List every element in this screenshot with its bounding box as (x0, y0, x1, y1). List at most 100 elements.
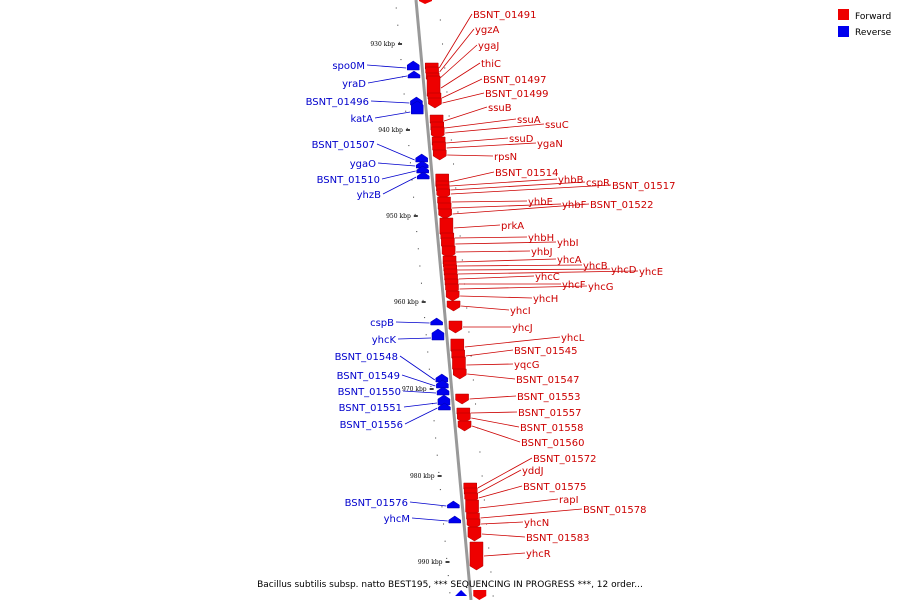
reverse-gene-kata[interactable]: katA (350, 100, 424, 125)
gene-label[interactable]: BSNT_01583 (526, 533, 589, 544)
gene-label[interactable]: BSNT_01499 (485, 89, 548, 100)
gene-label[interactable]: BSNT_01497 (483, 75, 546, 86)
gene-label[interactable]: yhbB (558, 175, 584, 186)
gene-label[interactable]: spo0M (332, 61, 365, 72)
gene-label[interactable]: yhcF (562, 280, 586, 291)
gene-label[interactable]: yhcB (583, 261, 608, 272)
gene-label[interactable]: BSNT_01510 (317, 175, 380, 186)
reverse-gene-spo0m[interactable]: spo0M (332, 60, 420, 72)
gene-arrow[interactable] (415, 153, 428, 163)
gene-label[interactable]: ygaN (537, 139, 563, 150)
forward-gene-bsnt-01522[interactable]: BSNT_01522 (438, 200, 654, 220)
gene-arrow[interactable] (448, 320, 463, 334)
forward-gene-bsnt-01578[interactable]: BSNT_01578 (466, 505, 646, 524)
gene-label[interactable]: yhbE (528, 197, 553, 208)
gene-label[interactable]: cspR (586, 178, 610, 189)
gene-label[interactable]: yhbH (528, 233, 554, 244)
gene-arrow[interactable] (415, 160, 429, 169)
gene-label[interactable]: ygaO (350, 159, 376, 170)
forward-gene-yhbj[interactable]: yhbJ (441, 245, 553, 259)
forward-gene-bsnt-01547[interactable]: BSNT_01547 (453, 368, 579, 386)
gene-arrow[interactable] (436, 379, 449, 389)
gene-label[interactable]: BSNT_01572 (533, 454, 596, 465)
reverse-gene-yhcm[interactable]: yhcM (384, 514, 462, 525)
gene-label[interactable]: yhcJ (512, 323, 533, 334)
forward-gene-rapi[interactable]: rapI (465, 495, 579, 517)
gene-label[interactable]: BSNT_01558 (520, 423, 583, 434)
gene-label[interactable]: BSNT_01557 (518, 408, 581, 419)
gene-arrow[interactable] (428, 97, 442, 109)
gene-arrow[interactable] (436, 386, 450, 396)
gene-label[interactable]: rapI (559, 495, 579, 506)
gene-label[interactable]: yqcG (514, 360, 540, 371)
gene-label[interactable]: BSNT_01578 (583, 505, 646, 516)
reverse-gene-bsnt-01576[interactable]: BSNT_01576 (345, 498, 460, 509)
forward-gene-yhci[interactable]: yhcI (446, 300, 531, 317)
reverse-gene-yhzb[interactable]: yhzB (357, 171, 430, 201)
gene-label[interactable]: yraD (342, 79, 366, 90)
gene-label[interactable]: yddJ (522, 466, 544, 477)
gene-arrow[interactable] (406, 60, 420, 71)
gene-arrow[interactable] (411, 100, 424, 115)
gene-label[interactable]: yhcD (611, 265, 637, 276)
gene-label[interactable]: BSNT_01551 (339, 403, 402, 414)
gene-arrow[interactable] (437, 394, 451, 406)
gene-label[interactable]: ssuB (488, 103, 512, 114)
gene-label[interactable]: BSNT_01575 (523, 482, 586, 493)
reverse-gene-bsnt-01549[interactable]: BSNT_01549 (337, 371, 449, 389)
forward-gene-yhcr[interactable]: yhcR (469, 541, 551, 571)
gene-arrow[interactable] (447, 500, 460, 509)
gene-label[interactable]: BSNT_01507 (312, 140, 375, 151)
gene-arrow[interactable] (457, 420, 472, 432)
forward-gene-bsnt-01557[interactable]: BSNT_01557 (456, 407, 582, 419)
gene-label[interactable]: yhcL (561, 333, 585, 344)
gene-label[interactable]: BSNT_01514 (495, 168, 558, 179)
gene-label[interactable]: katA (350, 114, 373, 125)
gene-label[interactable]: yhcR (526, 549, 551, 560)
gene-arrow[interactable] (416, 165, 429, 174)
forward-gene-rpsn[interactable]: rpsN (432, 149, 517, 163)
gene-arrow[interactable] (467, 526, 482, 542)
gene-label[interactable]: BSNT_01522 (590, 200, 653, 211)
forward-gene-ssua[interactable]: ssuA (430, 115, 541, 135)
gene-label[interactable]: yhcG (588, 282, 614, 293)
gene-label[interactable]: yhcN (524, 518, 549, 529)
gene-label[interactable]: yhcC (535, 272, 560, 283)
gene-arrow[interactable] (430, 317, 443, 326)
gene-label[interactable]: BSNT_01547 (516, 375, 579, 386)
forward-gene-ssud[interactable]: ssuD (431, 134, 534, 150)
gene-arrow[interactable] (438, 402, 451, 411)
gene-label[interactable]: rpsN (494, 152, 517, 163)
gene-label[interactable]: yhcE (639, 267, 663, 278)
gene-label[interactable]: BSNT_01553 (517, 392, 580, 403)
gene-label[interactable]: BSNT_01550 (338, 387, 401, 398)
gene-arrow[interactable] (445, 290, 460, 302)
reverse-gene-bsnt-01556[interactable]: BSNT_01556 (340, 402, 451, 431)
forward-gene-ssuc[interactable]: ssuC (430, 120, 569, 140)
gene-label[interactable]: ssuD (509, 134, 534, 145)
gene-arrow[interactable] (416, 171, 430, 180)
forward-gene-yhbi[interactable]: yhbI (441, 237, 579, 251)
gene-label[interactable]: BSNT_01548 (335, 352, 398, 363)
gene-arrow[interactable] (453, 368, 467, 380)
gene-label[interactable]: thiC (481, 59, 501, 70)
gene-label[interactable]: yhcM (384, 514, 410, 525)
forward-gene-bsnt-01560[interactable]: BSNT_01560 (457, 420, 584, 449)
gene-label[interactable]: BSNT_01496 (306, 97, 369, 108)
gene-label[interactable]: yhzB (357, 190, 382, 201)
gene-label[interactable]: BSNT_01576 (345, 498, 408, 509)
gene-arrow[interactable] (431, 328, 445, 341)
gene-label[interactable]: yhcH (533, 294, 558, 305)
gene-arrow[interactable] (455, 393, 469, 405)
gene-label[interactable]: yhcK (372, 335, 397, 346)
reverse-gene-bsnt-01551[interactable]: BSNT_01551 (339, 394, 451, 414)
gene-label[interactable]: yhbJ (531, 247, 553, 258)
gene-label[interactable]: yhbI (557, 238, 579, 249)
gene-label[interactable]: BSNT_01491 (473, 10, 536, 21)
forward-gene-bsnt-01514[interactable]: BSNT_01514 (435, 168, 559, 191)
forward-gene-yhcn[interactable]: yhcN (466, 518, 549, 530)
gene-label[interactable]: BSNT_01549 (337, 371, 400, 382)
reverse-gene-cspb[interactable]: cspB (370, 317, 443, 329)
gene-label[interactable]: BSNT_01545 (514, 346, 577, 357)
gene-label[interactable]: BSNT_01560 (521, 438, 584, 449)
